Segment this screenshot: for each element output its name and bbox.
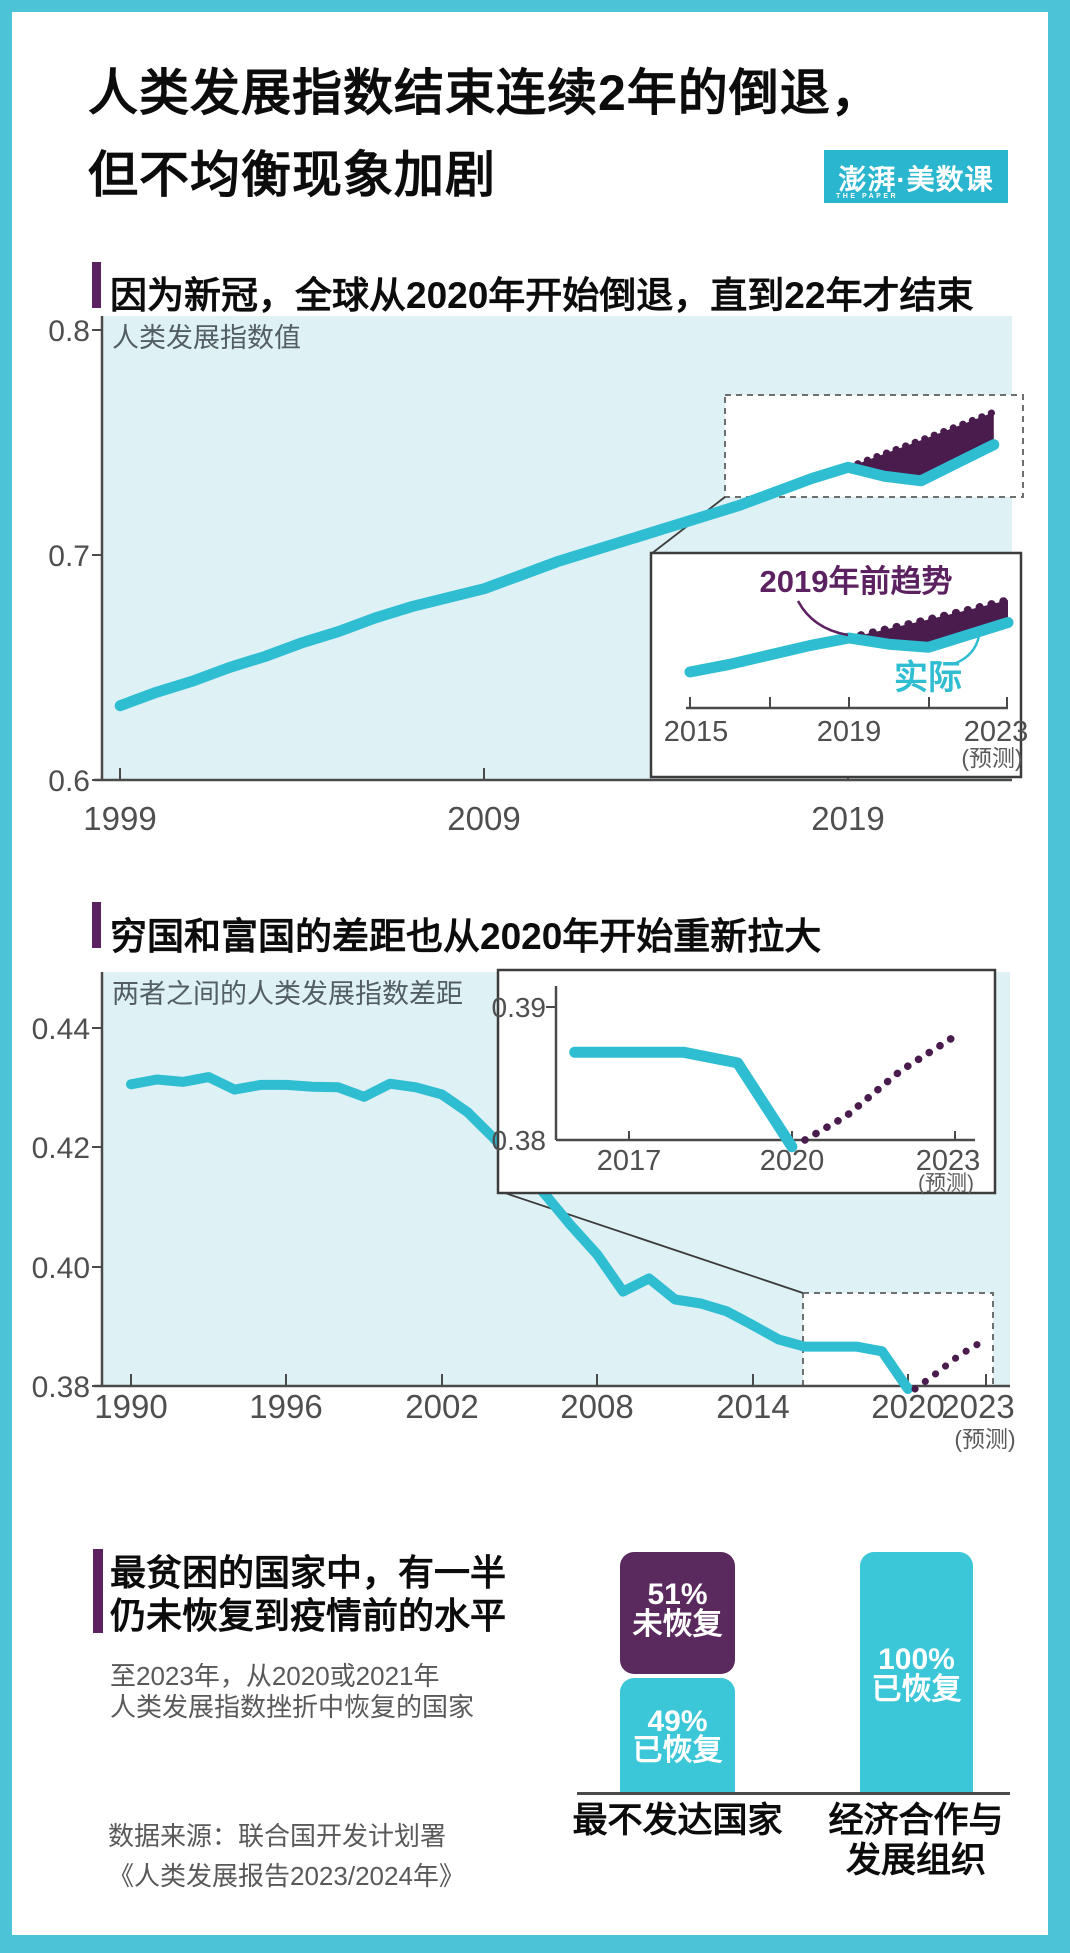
bar-chart-baseline <box>577 1792 1010 1795</box>
chart2-xtick-label: 2008 <box>560 1388 633 1425</box>
section2-accent-bar <box>92 902 101 948</box>
bar-ldc-recovered-label: 已恢复 <box>632 1734 723 1767</box>
chart2-inset-xtick-label: 2017 <box>597 1145 662 1177</box>
trend-label-pointer <box>796 600 849 637</box>
chart2-inset-xtick-label: 2023 <box>916 1145 981 1177</box>
chart2-inplot-label: 两者之间的人类发展指数差距 <box>112 979 463 1009</box>
chart2-xtick-label: 2023 <box>941 1388 1014 1425</box>
section1-heading: 因为新冠，全球从2020年开始倒退，直到22年才结束 <box>110 275 974 316</box>
frame-border-right <box>1048 0 1070 1953</box>
chart2-inset-forecast-dotted-line <box>801 1032 959 1144</box>
data-source-line1: 数据来源：联合国开发计划署 <box>108 1821 447 1851</box>
chart2-ytick-label: 0.40 <box>32 1252 90 1285</box>
chart1-ytick-label: 0.7 <box>48 540 90 573</box>
page-title-line2: 但不均衡现象加剧 <box>88 147 496 203</box>
chart2-xtick-label: 2002 <box>405 1388 478 1425</box>
chart1-inset-xtick-label: 2023 <box>964 716 1029 748</box>
chart1-trend-gap-area <box>848 412 994 481</box>
data-source-line2: 《人类发展报告2023/2024年》 <box>108 1861 465 1891</box>
chart1-inset: 2015 2019 2023 (预测) 2019年前趋势 实际 <box>649 551 1029 779</box>
bar-oecd-recovered <box>860 1552 973 1793</box>
bar-category-oecd-line2: 发展组织 <box>845 1841 986 1880</box>
chart2-inset-ytick-label: 0.38 <box>492 1125 547 1156</box>
chart1-xtick-label: 1999 <box>83 800 156 837</box>
section3-heading-line1: 最贫困的国家中，有一半 <box>110 1552 507 1593</box>
chart1-inplot-label: 人类发展指数值 <box>112 323 301 353</box>
bar-ldc-recovered-pct: 49% <box>647 1705 708 1738</box>
frame-border-left <box>0 0 12 1953</box>
chart2-inset-actual-line <box>569 1046 798 1153</box>
bar-ldc-notrecovered-pct: 51% <box>647 1578 708 1611</box>
chart2-ytick-label: 0.44 <box>32 1013 90 1046</box>
chart1-ytick-label: 0.8 <box>48 315 90 348</box>
bar-category-oecd: 经济合作与 发展组织 <box>808 1801 1024 1881</box>
chart1-inset-xtick-label: 2015 <box>664 716 729 748</box>
chart2-inset-ytick-label: 0.39 <box>492 992 547 1023</box>
chart2-xtick-label: 1990 <box>94 1388 167 1425</box>
data-source: 数据来源：联合国开发计划署 《人类发展报告2023/2024年》 <box>108 1816 465 1896</box>
page-title: 人类发展指数结束连续2年的倒退， 但不均衡现象加剧 <box>88 52 988 216</box>
bar-category-oecd-line1: 经济合作与 <box>828 1801 1004 1840</box>
bar-ldc-notrecovered <box>620 1552 735 1674</box>
chart2-xtick-label: 2014 <box>716 1388 789 1425</box>
publisher-logo-text: 澎湃·美数课 <box>838 164 994 195</box>
section3-accent-bar <box>93 1549 103 1633</box>
section3-subtitle-line1: 至2023年，从2020或2021年 <box>110 1661 440 1691</box>
chart2-forecast-note: (预测) <box>954 1426 1015 1452</box>
chart1-xtick-label: 2019 <box>811 800 884 837</box>
chart1-inset-trend-dotted-line <box>845 596 1012 642</box>
publisher-logo-subtext: THE PAPER <box>836 193 899 200</box>
actual-series-label: 实际 <box>894 659 962 697</box>
chart2-xtick-label: 2020 <box>871 1388 944 1425</box>
bar-oecd-pct: 100% <box>878 1643 955 1676</box>
chart-hdi-gap: 0.44 0.42 0.40 0.38 1990 1996 2002 2008 … <box>32 968 1016 1452</box>
section3-subtitle: 至2023年，从2020或2021年 人类发展指数挫折中恢复的国家 <box>110 1661 474 1723</box>
bar-ldc-notrecovered-label: 未恢复 <box>632 1608 723 1641</box>
section3-heading-line2: 仍未恢复到疫情前的水平 <box>110 1595 507 1636</box>
chart1-actual-line <box>114 439 1000 712</box>
section2-heading: 穷国和富国的差距也从2020年开始重新拉大 <box>110 916 822 957</box>
section3-heading: 最贫困的国家中，有一半 仍未恢复到疫情前的水平 <box>110 1551 506 1637</box>
chart2-forecast-dotted-line <box>911 1335 990 1393</box>
actual-label-pointer <box>955 635 981 665</box>
chart1-xtick-label: 2009 <box>447 800 520 837</box>
chart2-xtick-label: 1996 <box>249 1388 322 1425</box>
bar-ldc-recovered <box>620 1678 735 1793</box>
chart1-trend-dotted-line <box>844 408 998 471</box>
chart1-inset-actual-line <box>684 617 1014 678</box>
chart2-inset: 0.39 0.38 2017 2020 2023 (预测) <box>492 968 997 1195</box>
chart-hdi-global: 0.8 0.7 0.6 1999 2009 2019 人类发展指数值 <box>48 315 1028 837</box>
chart1-inset-forecast-note: (预测) <box>961 745 1022 771</box>
section3-subtitle-line2: 人类发展指数挫折中恢复的国家 <box>110 1692 475 1722</box>
bar-oecd-label: 已恢复 <box>871 1673 962 1706</box>
chart2-inset-forecast-note: (预测) <box>918 1172 974 1195</box>
chart2-ytick-label: 0.42 <box>32 1132 90 1165</box>
trend-series-label: 2019年前趋势 <box>760 564 953 599</box>
frame-border-top <box>0 0 1070 12</box>
bar-category-ldc: 最不发达国家 <box>572 1801 783 1840</box>
chart2-inset-xtick-label: 2020 <box>760 1145 825 1177</box>
frame-border-bottom <box>0 1935 1070 1953</box>
publisher-logo: 澎湃·美数课 THE PAPER <box>824 150 1008 203</box>
page-title-line1: 人类发展指数结束连续2年的倒退， <box>88 65 882 121</box>
chart1-ytick-label: 0.6 <box>48 765 90 798</box>
chart1-inset-xtick-label: 2019 <box>817 716 882 748</box>
chart2-ytick-label: 0.38 <box>32 1371 90 1404</box>
section1-accent-bar <box>92 262 101 308</box>
